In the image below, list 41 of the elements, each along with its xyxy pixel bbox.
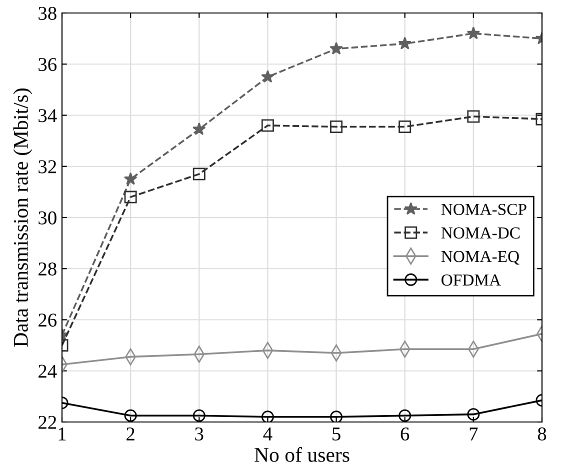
x-tick-label: 2 xyxy=(126,427,134,440)
point xyxy=(192,168,206,180)
point xyxy=(398,120,412,134)
y-tick-label: 28 xyxy=(38,262,56,276)
point xyxy=(466,26,480,40)
x-axis-title: No of users xyxy=(254,447,350,462)
point xyxy=(192,409,206,422)
legend-label: OFDMA xyxy=(442,274,501,286)
y-tick-label: 34 xyxy=(38,109,57,122)
x-tick-label: 5 xyxy=(332,428,340,441)
x-tick-label: 8 xyxy=(538,427,546,441)
legend-label: NOMA-EQ xyxy=(441,250,520,265)
x-tick-label: 1 xyxy=(58,428,66,440)
x-tick-label: 3 xyxy=(195,427,204,441)
legend-label: NOMA-DC xyxy=(441,227,520,239)
y-tick-label: 36 xyxy=(38,58,57,72)
point xyxy=(192,122,206,136)
point xyxy=(261,410,274,422)
point xyxy=(261,70,274,83)
x-tick-label: 7 xyxy=(470,428,478,440)
point xyxy=(467,110,480,123)
point xyxy=(330,42,343,55)
point xyxy=(330,410,343,422)
x-tick-label: 4 xyxy=(263,428,272,440)
y-tick-label: 30 xyxy=(38,211,56,224)
y-tick-label: 38 xyxy=(38,6,56,20)
point xyxy=(330,120,343,134)
y-tick-label: 26 xyxy=(38,314,57,327)
legend-label: NOMA-SCP xyxy=(441,204,526,216)
y-tick-label: 24 xyxy=(38,364,57,378)
point xyxy=(124,172,138,185)
x-tick-label: 6 xyxy=(400,427,410,441)
point xyxy=(398,409,412,422)
y-tick-label: 22 xyxy=(38,416,56,429)
point xyxy=(467,408,480,421)
y-axis-title: Data transmission rate (Mbit/s) xyxy=(13,88,32,347)
point xyxy=(398,36,412,50)
y-tick-label: 32 xyxy=(38,160,56,174)
point xyxy=(124,190,137,204)
point xyxy=(261,119,274,132)
point xyxy=(124,409,137,422)
